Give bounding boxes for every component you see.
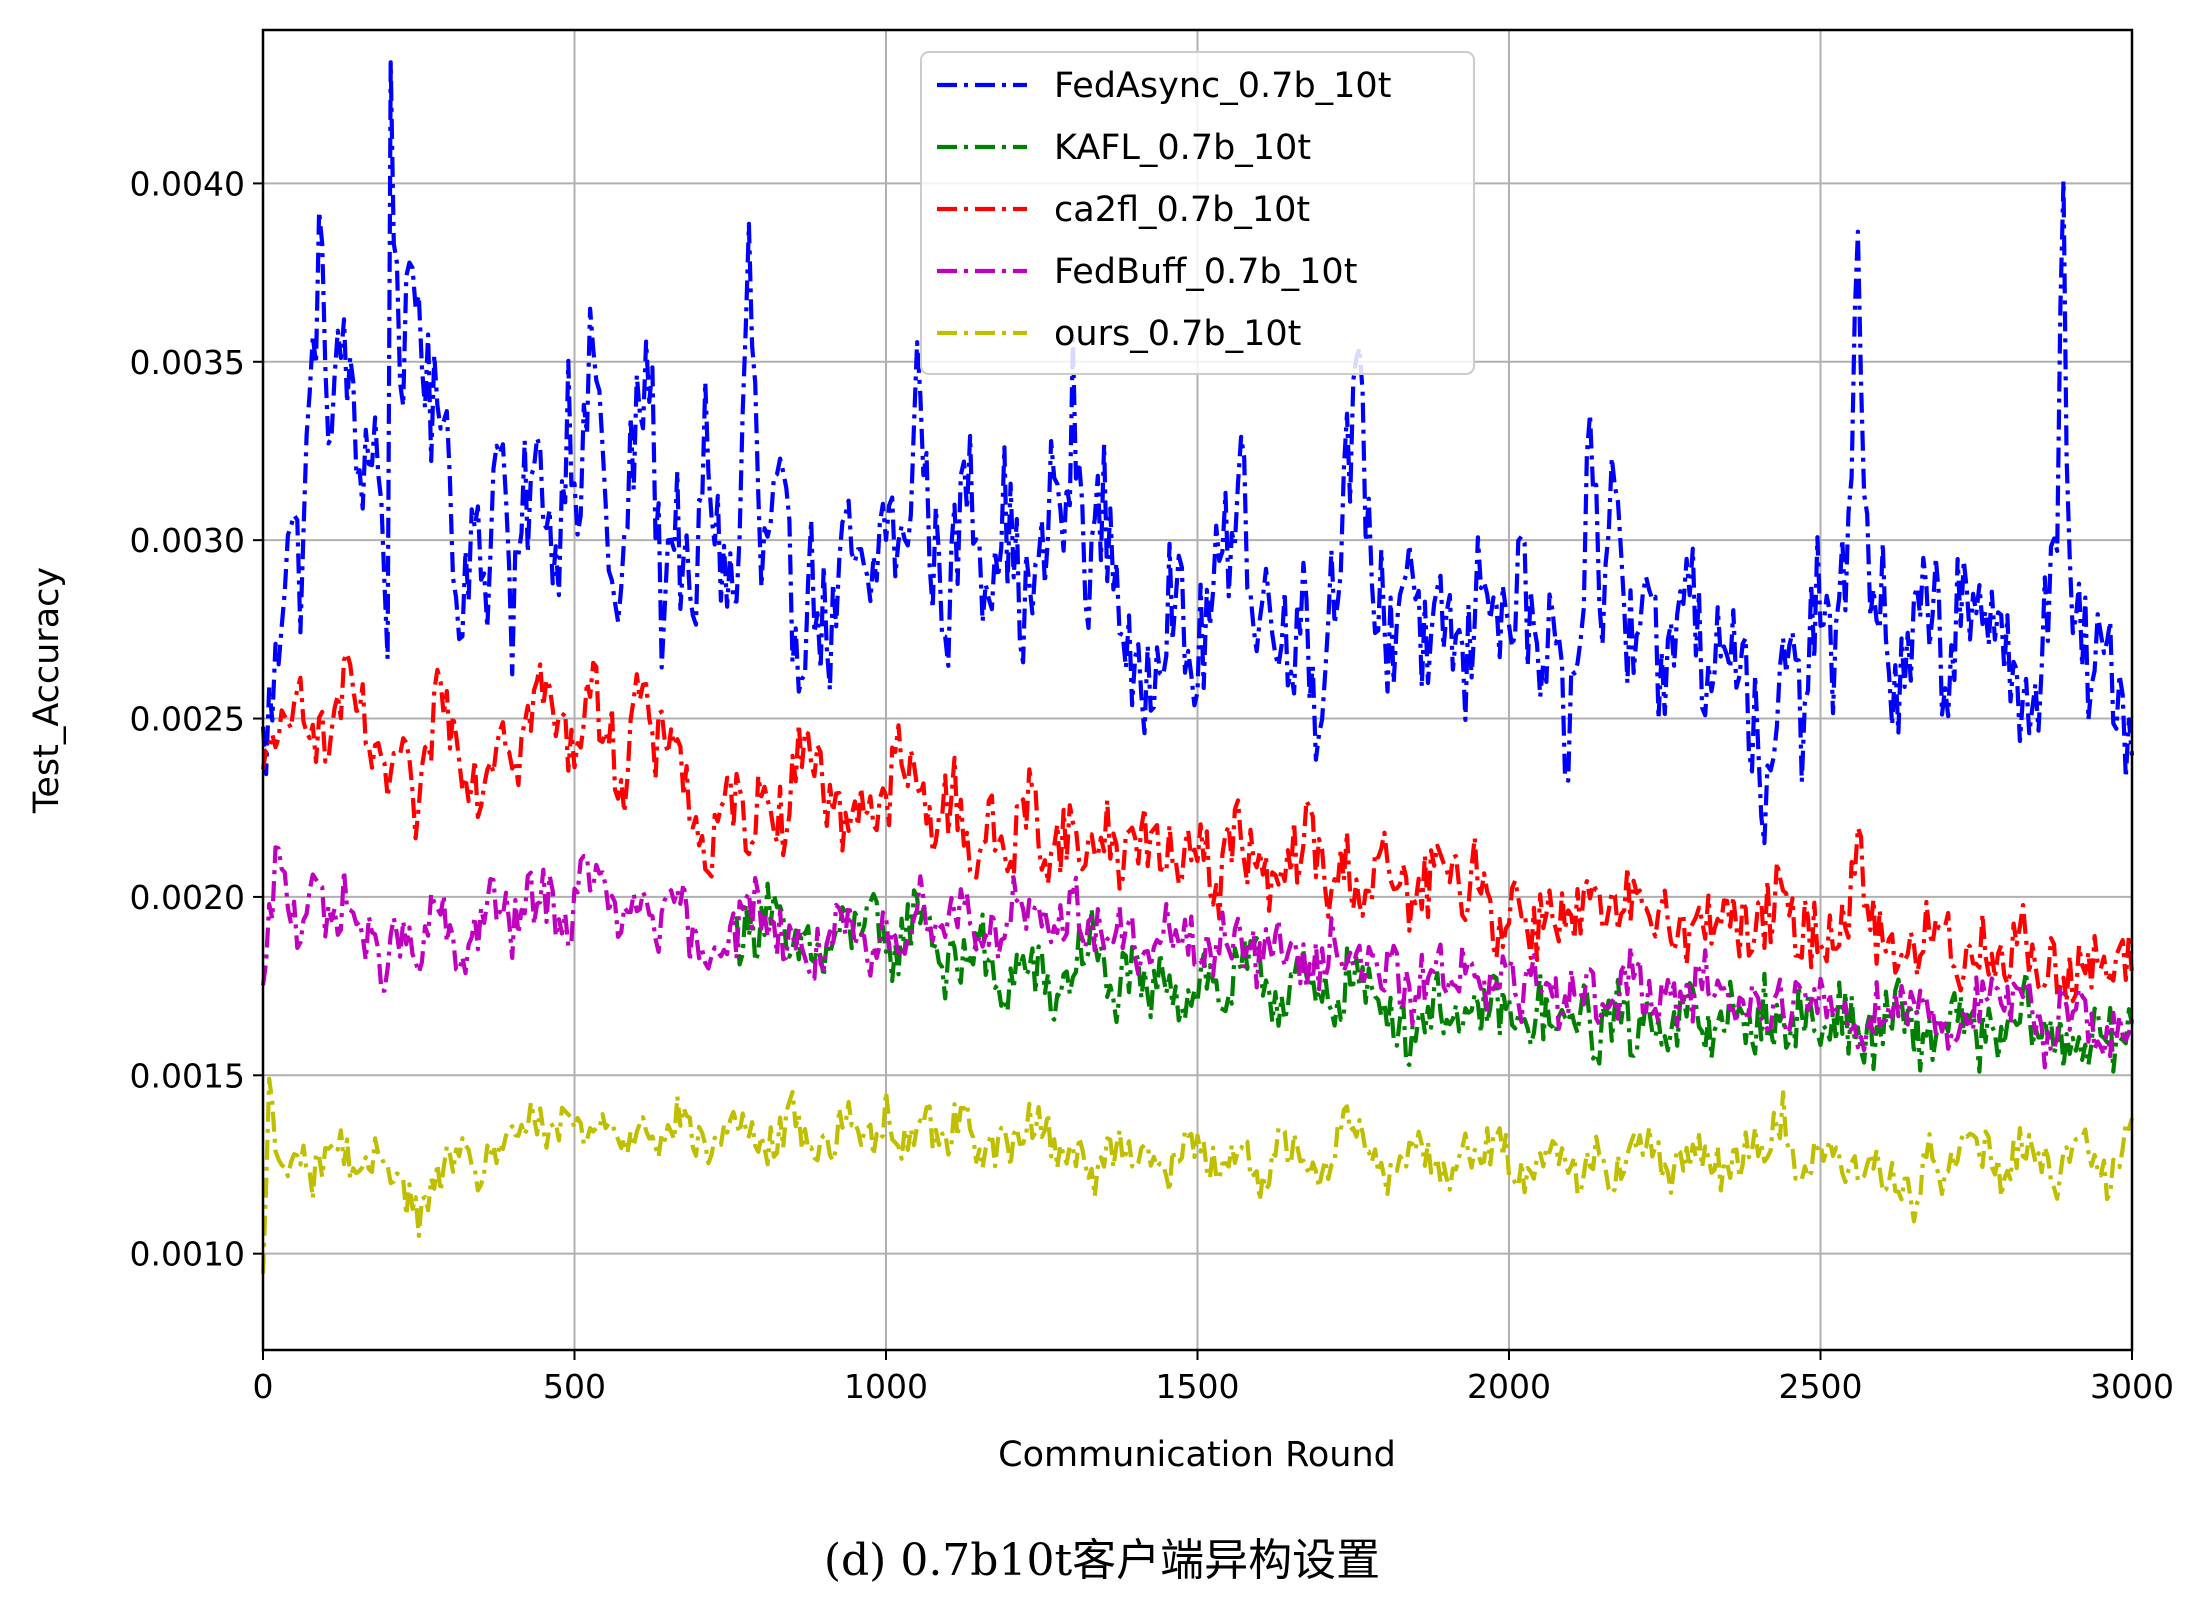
y-tick-label: 0.0020 [130, 878, 245, 917]
x-axis-label: Communication Round [998, 1435, 1396, 1475]
legend-box [920, 51, 1475, 375]
x-tick-label: 3000 [2090, 1367, 2174, 1406]
series-line-ours_0.7b_10t [260, 1076, 2135, 1274]
x-axis-ticks: 0 500 1000 1500 2000 2500 3000 [253, 1350, 2174, 1406]
x-tick-label: 1500 [1156, 1367, 1240, 1406]
y-tick-label: 0.0025 [130, 700, 245, 739]
series-line-KAFL_0.7b_10t [734, 881, 2135, 1074]
series-line-FedAsync_0.7b_10t [260, 60, 2135, 846]
legend-label-fedbuff: FedBuff_0.7b_10t [1054, 252, 1357, 292]
x-tick-label: 500 [543, 1367, 606, 1406]
legend-label-ours: ours_0.7b_10t [1054, 314, 1301, 354]
series-lines [260, 60, 2135, 1274]
legend-label-kafl: KAFL_0.7b_10t [1054, 128, 1311, 168]
legend-label-fedasync: FedAsync_0.7b_10t [1054, 66, 1391, 106]
x-tick-label: 0 [253, 1367, 274, 1406]
x-tick-label: 2000 [1467, 1367, 1551, 1406]
x-tick-label: 1000 [844, 1367, 928, 1406]
y-tick-label: 0.0015 [130, 1056, 245, 1095]
series-line-FedBuff_0.7b_10t [260, 845, 2135, 1070]
y-tick-label: 0.0030 [130, 521, 245, 560]
legend-label-ca2fl: ca2fl_0.7b_10t [1054, 190, 1310, 230]
y-tick-label: 0.0040 [130, 164, 245, 203]
series-line-ca2fl_0.7b_10t [260, 651, 2135, 1004]
y-tick-label: 0.0010 [130, 1235, 245, 1274]
figure-caption: (d) 0.7b10t客户端异构设置 [824, 1535, 1380, 1586]
x-tick-label: 2500 [1779, 1367, 1863, 1406]
legend: FedAsync_0.7b_10t KAFL_0.7b_10t ca2fl_0.… [920, 51, 1475, 375]
y-tick-label: 0.0035 [130, 343, 245, 382]
y-axis-ticks: 0.0010 0.0015 0.0020 0.0025 0.0030 0.0035 0.00… [130, 164, 263, 1274]
y-axis-label: Test_Accuracy [27, 567, 67, 814]
